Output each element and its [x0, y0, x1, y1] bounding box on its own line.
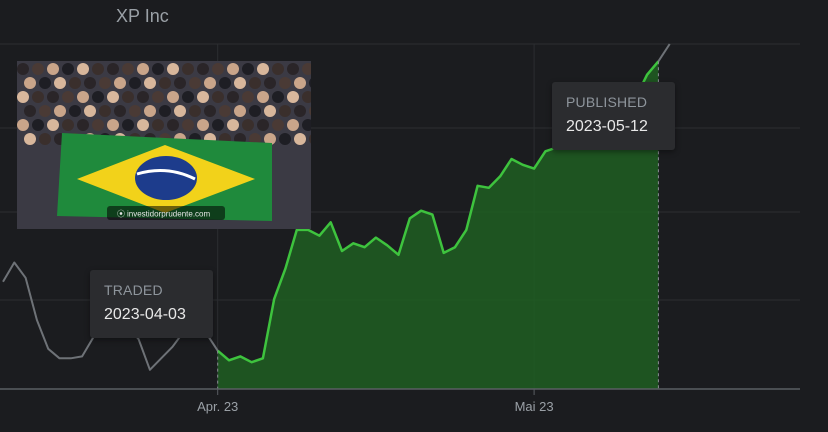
price-line-after: [657, 43, 671, 62]
published-label: PUBLISHED: [566, 94, 648, 110]
article-photo: ⦿ investidorprudente.com: [17, 61, 311, 229]
traded-date: 2023-04-03: [104, 306, 186, 323]
published-date: 2023-05-12: [566, 118, 648, 135]
svg-text:⦿: ⦿: [117, 210, 125, 219]
highlight-area: [217, 61, 659, 390]
chart-title: XP Inc: [116, 6, 169, 26]
x-tick-label: Apr. 23: [197, 399, 239, 414]
photo-caption: investidorprudente.com: [127, 210, 210, 219]
traded-tooltip: TRADED 2023-04-03: [90, 270, 213, 338]
traded-label: TRADED: [104, 282, 163, 298]
brazil-flag-icon: [57, 133, 272, 221]
published-tooltip: PUBLISHED 2023-05-12: [552, 82, 675, 150]
x-tick-label: Mai 23: [514, 399, 554, 414]
